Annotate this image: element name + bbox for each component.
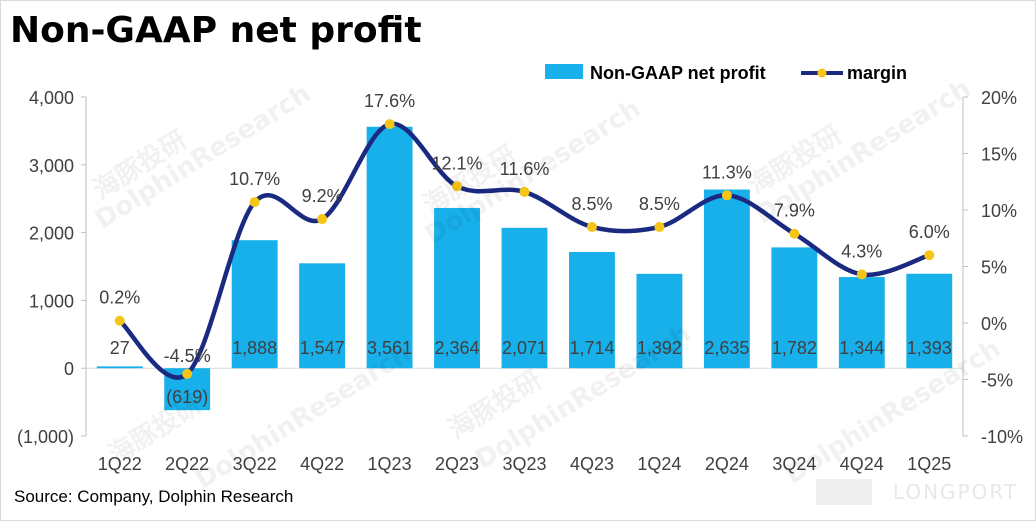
- legend-line-marker: [817, 68, 827, 78]
- legend-line-label: margin: [847, 63, 907, 83]
- margin-point: [856, 269, 867, 280]
- bar: [838, 277, 885, 369]
- bar-value-label: 27: [110, 338, 130, 358]
- x-tick-label: 1Q22: [98, 454, 142, 474]
- margin-value-label: 4.3%: [841, 241, 882, 261]
- legend-bar-label: Non-GAAP net profit: [590, 63, 766, 83]
- margin-point: [249, 197, 260, 208]
- bar: [771, 247, 818, 369]
- margin-point: [654, 221, 665, 232]
- bar: [96, 366, 143, 369]
- y-left-tick-label: (1,000): [17, 427, 74, 447]
- margin-point: [519, 186, 530, 197]
- legend: Non-GAAP net profit margin: [545, 63, 907, 83]
- margin-point: [789, 228, 800, 239]
- y-left-tick-label: 2,000: [29, 224, 74, 244]
- x-tick-label: 1Q24: [637, 454, 681, 474]
- margin-value-label: 12.1%: [432, 153, 483, 173]
- bar: [501, 227, 548, 369]
- bar: [703, 189, 750, 369]
- margin-value-label: 8.5%: [639, 194, 680, 214]
- source-note: Source: Company, Dolphin Research: [14, 487, 294, 506]
- x-tick-label: 3Q22: [233, 454, 277, 474]
- y-right-tick-label: 15%: [981, 145, 1017, 165]
- x-tick-label: 3Q23: [502, 454, 546, 474]
- bar-value-label: 3,561: [367, 338, 412, 358]
- x-tick-label: 4Q24: [840, 454, 884, 474]
- legend-bar-swatch: [545, 64, 583, 79]
- y-left-tick-label: 4,000: [29, 88, 74, 108]
- bar: [299, 263, 346, 369]
- margin-value-label: -4.5%: [164, 346, 211, 366]
- y-right-tick-label: -10%: [981, 427, 1023, 447]
- margin-line: [118, 121, 930, 380]
- margin-point: [317, 214, 328, 225]
- bar: [231, 240, 278, 369]
- bar: [366, 126, 413, 369]
- bar-value-label: 2,635: [704, 338, 749, 358]
- bar-value-label: 1,547: [300, 338, 345, 358]
- y-left-tick-label: 0: [64, 359, 74, 379]
- bar-value-label: 1,714: [569, 338, 614, 358]
- bar-value-label: 2,071: [502, 338, 547, 358]
- x-tick-label: 4Q23: [570, 454, 614, 474]
- bar: [906, 273, 953, 369]
- margin-value-label: 8.5%: [571, 194, 612, 214]
- chart-title: Non-GAAP net profit: [10, 10, 422, 51]
- bar-value-label: 2,364: [435, 338, 480, 358]
- margin-value-label: 9.2%: [302, 186, 343, 206]
- margin-point: [182, 368, 193, 379]
- y-right-tick-label: 0%: [981, 314, 1007, 334]
- bar-value-label: 1,344: [839, 338, 884, 358]
- bar-value-label: 1,888: [232, 338, 277, 358]
- bar: [636, 273, 683, 369]
- data-labels: 27 (619) 1,888 1,547 3,561 2,364 2,071 1,714 1,3…: [99, 91, 952, 407]
- margin-point: [924, 250, 935, 261]
- x-tick-label: 1Q25: [907, 454, 951, 474]
- bar: [434, 207, 480, 369]
- margin-line-layer: [114, 119, 935, 380]
- y-right-tick-label: 5%: [981, 258, 1007, 278]
- margin-value-label: 6.0%: [909, 222, 950, 242]
- y-right-tick-label: -5%: [981, 371, 1013, 391]
- margin-value-label: 11.3%: [702, 162, 752, 182]
- margin-value-label: 7.9%: [774, 201, 815, 221]
- bar-value-label: 1,392: [637, 338, 682, 358]
- y-left-tick-label: 1,000: [29, 291, 74, 311]
- y-right-tick-label: 10%: [981, 201, 1017, 221]
- bar-value-label: 1,782: [772, 338, 817, 358]
- bar-value-label: (619): [166, 387, 208, 407]
- x-tick-label: 1Q23: [368, 454, 412, 474]
- margin-value-label: 17.6%: [364, 91, 415, 111]
- brand-watermark: LONGPORT: [892, 480, 1018, 504]
- y-left-tick-label: 3,000: [29, 156, 74, 176]
- margin-value-label: 0.2%: [99, 288, 140, 308]
- margin-value-label: 10.7%: [229, 169, 280, 189]
- margin-point: [721, 190, 732, 201]
- margin-point: [114, 315, 125, 326]
- margin-point: [452, 181, 463, 192]
- x-tick-label: 3Q24: [772, 454, 816, 474]
- margin-value-label: 11.6%: [500, 159, 550, 179]
- x-tick-label: 2Q24: [705, 454, 749, 474]
- brand-logo: [816, 479, 872, 505]
- y-right-tick-label: 20%: [981, 88, 1017, 108]
- margin-point: [384, 119, 395, 130]
- x-tick-label: 4Q22: [300, 454, 344, 474]
- bars: [96, 126, 953, 411]
- bar: [569, 251, 615, 369]
- bar-value-label: 1,393: [907, 338, 952, 358]
- x-tick-label: 2Q23: [435, 454, 479, 474]
- margin-point: [586, 221, 597, 232]
- x-tick-label: 2Q22: [165, 454, 209, 474]
